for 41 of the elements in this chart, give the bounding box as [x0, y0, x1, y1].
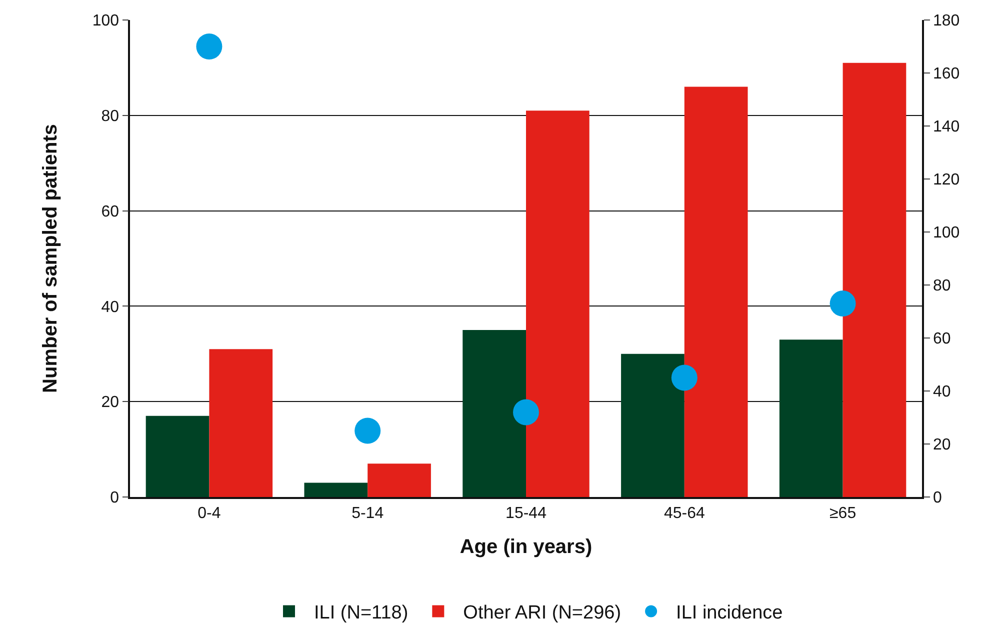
x-tick-label: 0-4 [198, 504, 221, 522]
y-tick-label: 0 [110, 490, 120, 507]
x-tick-label: 45-64 [664, 504, 705, 522]
bar [842, 62, 906, 497]
bar [684, 86, 748, 497]
bar [368, 464, 431, 497]
x-tick-label: ≥65 [830, 504, 856, 522]
y2-tick-label: 80 [932, 278, 951, 295]
y-axis-title: Number of sampled patients [39, 124, 62, 393]
bar [304, 482, 368, 497]
point [830, 290, 856, 317]
legend-label: ILI incidence [676, 602, 783, 624]
y2-tick-label: 0 [932, 490, 942, 507]
y2-tick-label: 180 [932, 12, 960, 30]
bar [462, 330, 526, 497]
x-tick-label: 5-14 [352, 504, 384, 522]
y2-tick-label: 60 [932, 330, 951, 348]
bar [209, 349, 273, 497]
y2-tick-label: 120 [932, 172, 960, 189]
bar [621, 354, 684, 497]
y2-tick-label: 40 [932, 384, 951, 401]
bar [526, 110, 590, 497]
x-axis-title: Age (in years) [460, 536, 592, 558]
y-tick-label: 100 [92, 12, 120, 30]
y-tick-label: 20 [101, 394, 120, 412]
point [196, 34, 222, 60]
bar [146, 416, 210, 497]
legend-label: Other ARI (N=296) [463, 602, 622, 624]
y2-tick-label: 160 [932, 66, 960, 83]
y2-tick-label: 140 [932, 118, 960, 136]
y2-tick-label: 20 [932, 436, 951, 454]
point [354, 418, 381, 444]
y-tick-label: 40 [101, 298, 120, 316]
legend-label: ILI (N=118) [314, 602, 408, 624]
y-tick-label: 80 [101, 108, 120, 125]
y-tick-label: 60 [101, 203, 120, 220]
bar [779, 340, 843, 497]
x-tick-label: 15-44 [506, 504, 547, 522]
point [671, 364, 698, 391]
point [513, 399, 539, 426]
y2-tick-label: 100 [932, 224, 960, 242]
